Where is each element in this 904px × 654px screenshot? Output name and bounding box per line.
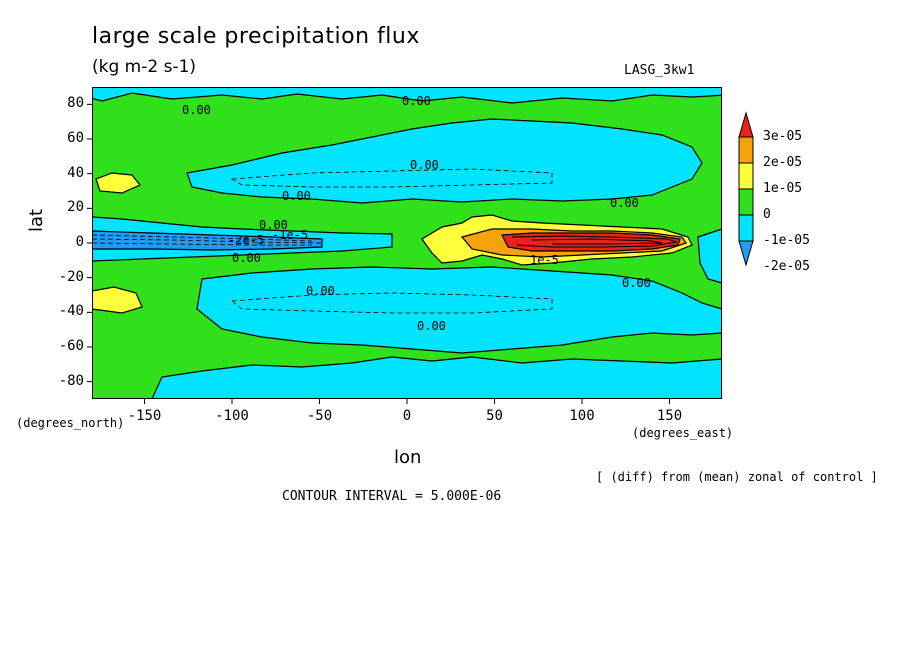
x-units-label: (degrees_east) [632, 426, 734, 440]
contour-label-10: 0.00 [417, 319, 446, 333]
contour-label-6: 0.00 [259, 218, 288, 232]
y-axis-label: lat [26, 208, 47, 232]
north-west-positive-patch [95, 172, 141, 194]
x-ticks [144, 399, 670, 404]
x-tick-label: 150 [656, 408, 683, 424]
contour-label-9: 0.00 [306, 284, 335, 298]
contour-interval: CONTOUR INTERVAL = 5.000E-06 [282, 489, 502, 504]
run-label: LASG_3kw1 [624, 63, 695, 78]
contour-label-13: 1e-5 [530, 253, 559, 267]
south-subtropical-negative-region [196, 266, 722, 354]
contour-label-1: 0.00 [182, 103, 211, 117]
negative-contours [92, 168, 553, 314]
y-tick-label: -20 [58, 268, 84, 285]
x-tick-label: -100 [215, 408, 249, 424]
y-tick-label: 80 [67, 95, 84, 112]
east-negative-region [697, 228, 722, 284]
x-tick-label: -150 [127, 408, 162, 424]
x-tick-label: -50 [306, 408, 333, 424]
colorbar [738, 111, 754, 267]
y-tick-label: 60 [67, 130, 84, 146]
colorbar-segment [738, 214, 754, 242]
colorbar-segment [738, 136, 754, 164]
x-tick-label: 50 [486, 408, 503, 424]
plot-frame [92, 87, 722, 399]
chart-units: (kg m-2 s-1) [92, 57, 197, 77]
y-tick-label: 20 [67, 199, 84, 216]
y-tick-label: -40 [58, 303, 84, 320]
contour-label-4: 0.00 [282, 189, 311, 203]
colorbar-label: 0 [763, 207, 771, 222]
positive-contours [511, 235, 678, 248]
colorbar-label: 2e-05 [763, 155, 803, 170]
north-subtropical-negative-region [186, 118, 703, 204]
chart-title: large scale precipitation flux [92, 24, 420, 49]
colorbar-top-arrow [738, 111, 754, 138]
colorbar-label: -2e-05 [763, 259, 810, 274]
south-west-positive-patch [92, 286, 143, 314]
colorbar-segment [738, 188, 754, 216]
north-polar-negative-region [92, 87, 722, 104]
y-units-label: (degrees_north) [16, 416, 125, 430]
contour-label-11: -2e-5 [228, 233, 264, 247]
y-tick-label: -80 [58, 372, 84, 389]
y-tick-label: 40 [67, 164, 84, 181]
y-ticks [87, 103, 92, 383]
contour-label-7: 0.00 [232, 251, 261, 265]
contour-label-8: 0.00 [622, 276, 651, 290]
contour-label-2: 0.00 [402, 94, 431, 108]
contour-label-12: -1e-5 [272, 228, 308, 242]
colorbar-bottom-arrow [738, 240, 754, 267]
colorbar-label: 1e-05 [763, 181, 803, 196]
colorbar-segment [738, 162, 754, 190]
contour-label-5: 0.00 [610, 196, 639, 210]
colorbar-label: -1e-05 [763, 233, 810, 248]
x-axis-label: lon [394, 447, 422, 468]
footer-note: [ (diff) from (mean) zonal of control ] [596, 470, 878, 484]
x-tick-label: 100 [569, 408, 595, 424]
y-tick-label: -60 [58, 338, 84, 354]
contour-label-3: 0.00 [410, 158, 439, 172]
x-tick-label: 0 [402, 408, 412, 424]
south-polar-negative-region [151, 356, 722, 399]
contour-map: 0.00 0.00 0.00 0.00 0.00 0.00 0.00 0.00 … [92, 87, 722, 399]
colorbar-label: 3e-05 [763, 129, 803, 144]
y-tick-label: 0 [75, 234, 84, 250]
